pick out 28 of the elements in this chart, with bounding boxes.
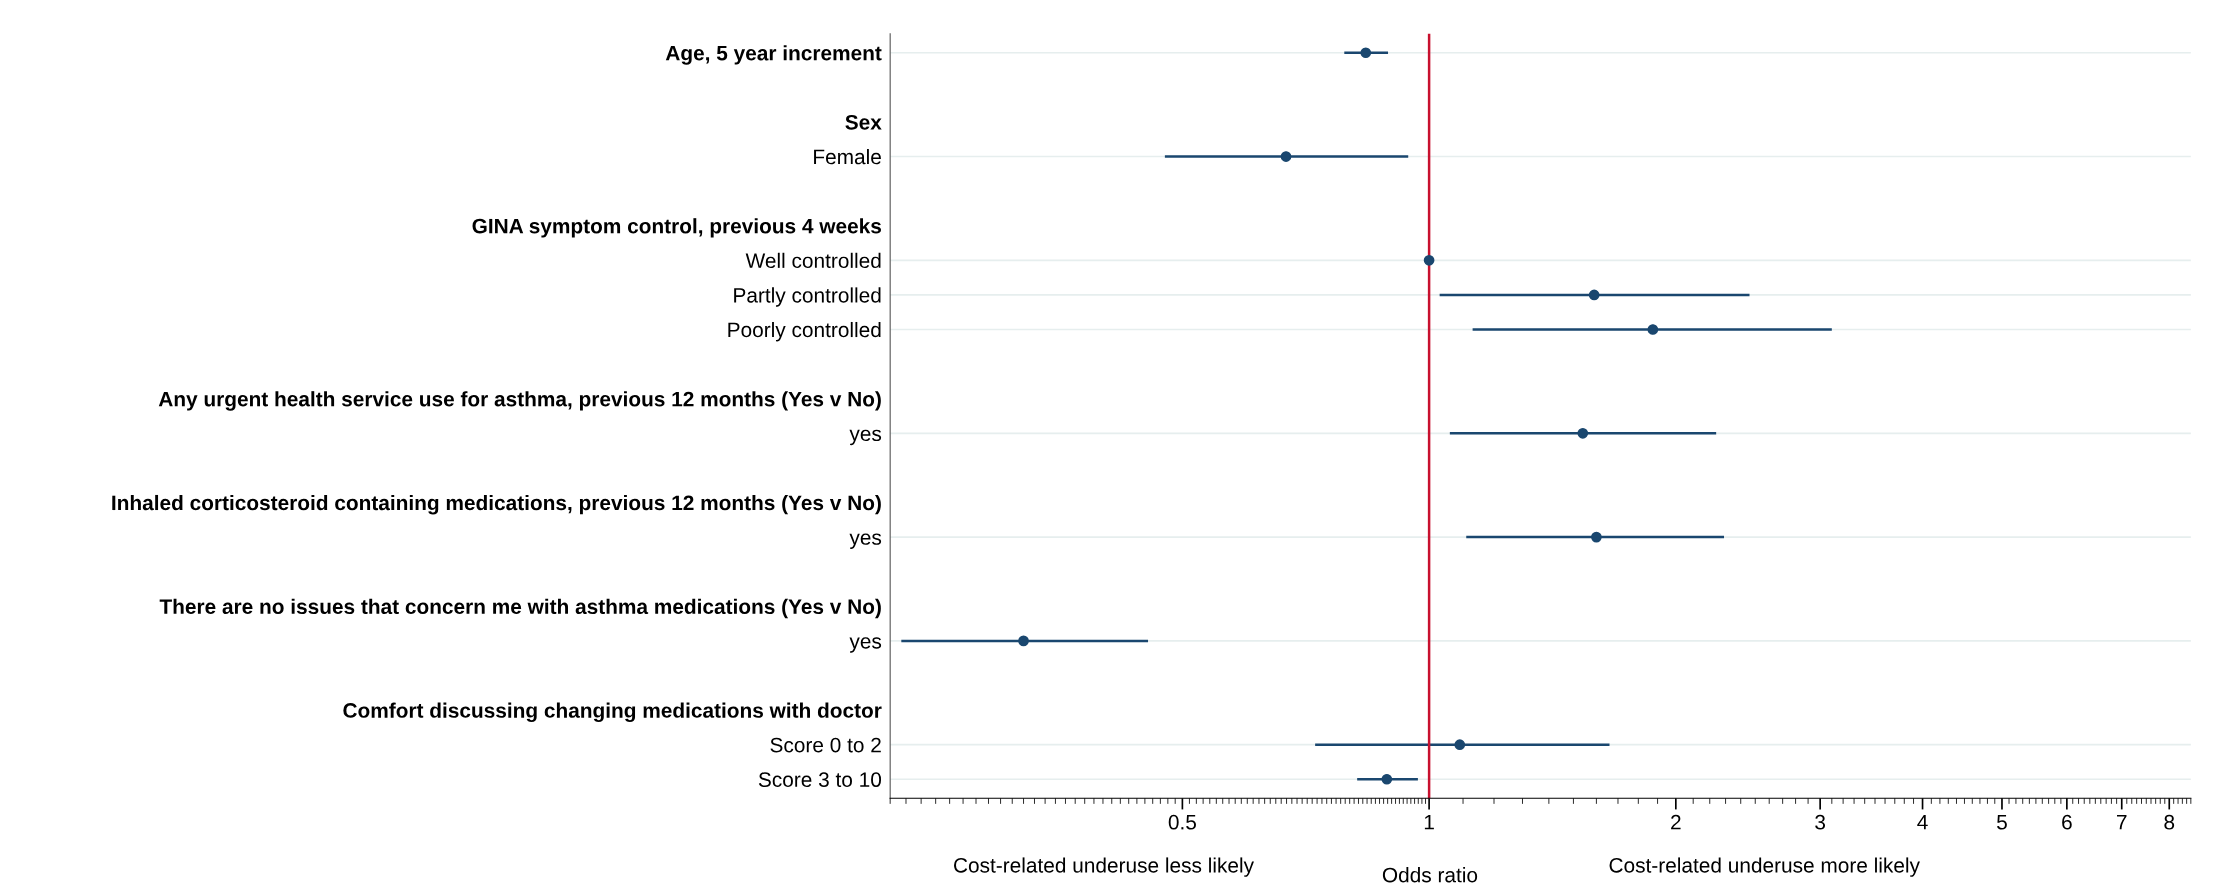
y-tick-label: yes: [849, 429, 882, 446]
y-tick-label: Any urgent health service use for asthma, previous 12 months (Yes v No): [158, 391, 881, 411]
y-tick-label: yes: [849, 637, 882, 653]
y-tick-label: Poorly controlled: [728, 321, 881, 342]
text: Cost-related underuse less likely: [954, 857, 1254, 877]
y-tick-label: There are no issues that concern me with asthma medications (Yes v No): [159, 598, 881, 619]
y-tick-label: Sex: [845, 114, 882, 130]
x-tick-label: 8: [2164, 814, 2175, 830]
y-tick-label: yes: [849, 533, 882, 549]
y-tick-label: Comfort discussing changing medications with doctor: [343, 702, 882, 723]
x-tick-label: 2: [1671, 814, 1681, 830]
x-tick-label: 5: [1997, 815, 2007, 830]
x-tick-label: 0.5: [1168, 814, 1196, 830]
y-tick-label: GINA symptom control, previous 4 weeks: [472, 218, 882, 238]
x-tick-label: 1: [1424, 815, 1434, 830]
x-axis-title: Odds ratio: [1382, 867, 1478, 883]
y-tick-label: Well controlled: [745, 252, 881, 269]
x-tick-label: 4: [1917, 815, 1928, 830]
x-tick-label: 6: [2062, 814, 2072, 830]
text: Cost-related underuse more likely: [1609, 857, 1920, 877]
x-tick-label: 7: [2117, 815, 2127, 830]
y-tick-label: Inhaled corticosteroid containing medications, previous 12 months (Yes v No): [112, 494, 881, 515]
x-tick-label: 3: [1815, 814, 1826, 830]
y-tick-label: Female: [814, 148, 881, 165]
y-tick-label: Partly controlled: [734, 287, 881, 307]
y-tick-label: Score 3 to 10: [758, 772, 882, 788]
y-tick-label: Age, 5 year increment: [665, 45, 882, 65]
y-tick-label: Score 0 to 2: [770, 737, 881, 753]
